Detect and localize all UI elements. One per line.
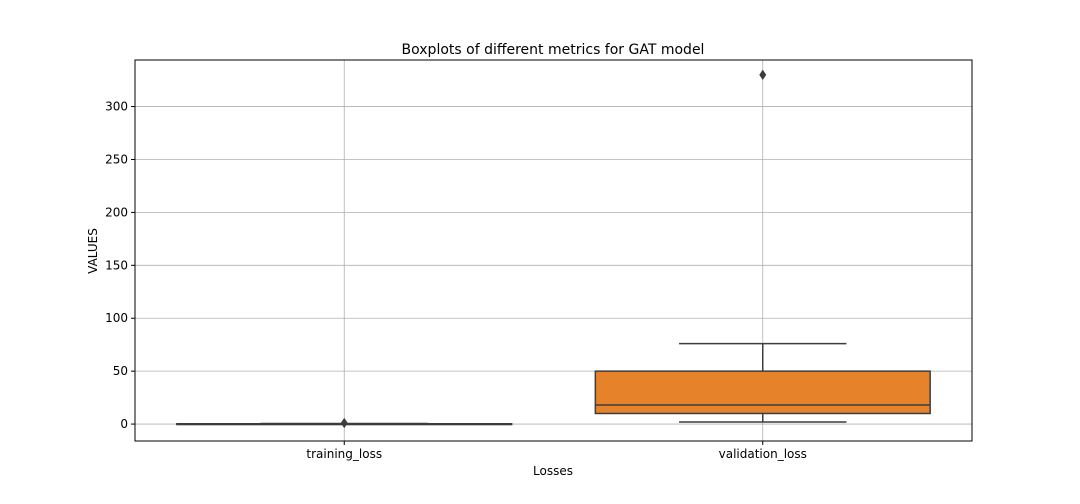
box-training_loss (176, 417, 513, 429)
y-tick-label: 50 (113, 364, 128, 378)
box-validation_loss (594, 69, 931, 423)
boxes (176, 69, 931, 429)
x-tick-label-validation_loss: validation_loss (719, 447, 807, 461)
y-tick-label: 150 (105, 258, 128, 272)
y-tick-label: 250 (105, 152, 128, 166)
plot-frame (134, 59, 973, 442)
outlier-point (340, 417, 348, 429)
y-tick-label: 0 (120, 417, 128, 431)
x-ticks: training_loss validation_loss (306, 441, 807, 461)
x-tick-label-training_loss: training_loss (306, 447, 382, 461)
box-iqr (594, 370, 931, 415)
y-tick-label: 100 (105, 311, 128, 325)
y-axis-label: VALUES (86, 228, 100, 274)
x-axis-label: Losses (533, 464, 573, 478)
grid (135, 60, 972, 441)
chart-title: Boxplots of different metrics for GAT mo… (402, 42, 705, 58)
y-ticks: 0 50 100 150 200 250 300 (105, 100, 135, 431)
y-tick-label: 300 (105, 100, 128, 114)
y-tick-label: 200 (105, 205, 128, 219)
outlier-point (759, 69, 767, 81)
